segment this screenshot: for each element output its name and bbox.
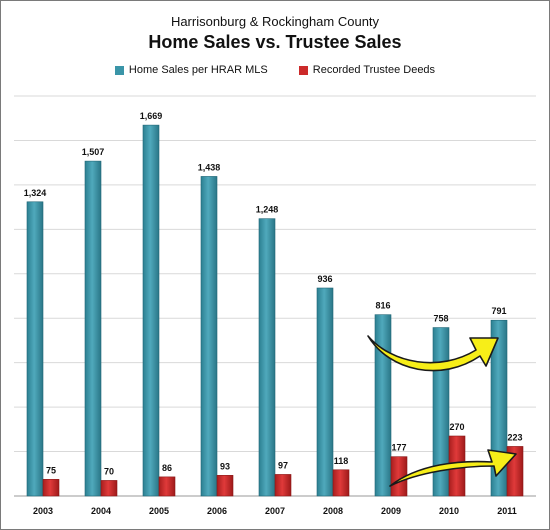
data-label-trustee-deeds-2005: 86 [162, 463, 172, 473]
data-label-home-sales-2004: 1,507 [82, 147, 105, 157]
x-tick-label-2009: 2009 [381, 506, 401, 516]
bar-trustee-deeds-2007 [274, 474, 292, 497]
bar-trustee-deeds-2005 [158, 476, 176, 497]
bar-home-sales-2009 [374, 314, 392, 497]
data-label-trustee-deeds-2011: 223 [507, 432, 522, 442]
x-tick-label-2004: 2004 [91, 506, 111, 516]
data-label-home-sales-2003: 1,324 [24, 188, 47, 198]
bar-home-sales-2008 [316, 287, 334, 497]
chart-title: Home Sales vs. Trustee Sales [148, 32, 402, 52]
data-label-trustee-deeds-2004: 70 [104, 466, 114, 476]
data-label-home-sales-2005: 1,669 [140, 111, 163, 121]
data-label-trustee-deeds-2008: 118 [334, 456, 349, 466]
data-label-trustee-deeds-2006: 93 [220, 461, 230, 471]
x-tick-label-2007: 2007 [265, 506, 285, 516]
data-label-trustee-deeds-2003: 75 [46, 465, 56, 475]
data-label-trustee-deeds-2007: 97 [278, 460, 288, 470]
data-label-trustee-deeds-2009: 177 [391, 443, 406, 453]
x-tick-label-2010: 2010 [439, 506, 459, 516]
bar-trustee-deeds-2004 [100, 480, 118, 497]
data-label-home-sales-2006: 1,438 [198, 162, 221, 172]
x-tick-label-2008: 2008 [323, 506, 343, 516]
bar-trustee-deeds-2006 [216, 475, 234, 497]
legend: Home Sales per HRAR MLS Recorded Trustee… [0, 64, 550, 78]
legend-swatch-home-sales [114, 65, 124, 75]
data-label-home-sales-2009: 816 [375, 301, 390, 311]
data-label-home-sales-2008: 936 [317, 274, 332, 284]
legend-swatch-trustee-deeds [298, 65, 308, 75]
legend-label-trustee-deeds: Recorded Trustee Deeds [312, 64, 436, 76]
data-label-home-sales-2010: 758 [433, 314, 448, 324]
x-tick-label-2005: 2005 [149, 506, 169, 516]
data-label-trustee-deeds-2010: 270 [449, 422, 464, 432]
annotation-arrow-trustee-deeds [389, 449, 517, 487]
legend-item-trustee-deeds: Recorded Trustee Deeds [298, 64, 436, 76]
x-tick-label-2011: 2011 [497, 506, 517, 516]
bar-home-sales-2006 [200, 176, 218, 497]
data-label-home-sales-2011: 791 [491, 306, 506, 316]
chart-subtitle: Harrisonburg & Rockingham County [170, 14, 380, 29]
bar-home-sales-2004 [84, 160, 102, 497]
data-label-home-sales-2007: 1,248 [256, 205, 279, 215]
annotation-arrow-home-sales [367, 335, 499, 372]
bar-home-sales-2007 [258, 218, 276, 497]
legend-label-home-sales: Home Sales per HRAR MLS [128, 64, 268, 76]
bar-trustee-deeds-2003 [42, 479, 60, 497]
bar-home-sales-2005 [142, 124, 160, 497]
bar-trustee-deeds-2008 [332, 469, 350, 497]
x-tick-label-2003: 2003 [33, 506, 53, 516]
bar-home-sales-2003 [26, 201, 44, 497]
legend-item-home-sales: Home Sales per HRAR MLS [114, 64, 268, 76]
x-tick-label-2006: 2006 [207, 506, 227, 516]
